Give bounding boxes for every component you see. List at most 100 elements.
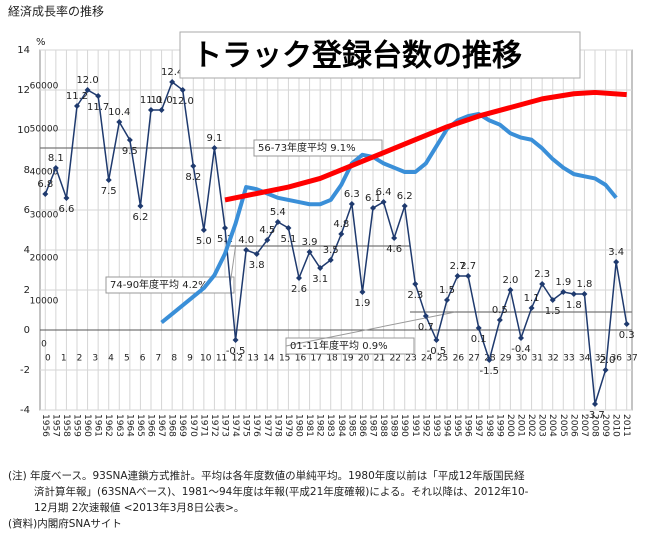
growth-marker [401, 203, 408, 209]
average-label: 56-73年度平均 9.1% [258, 141, 356, 154]
x-tick-label: 1966 [146, 414, 156, 437]
x2-tick-label: 7 [156, 354, 162, 364]
x2-tick-label: 25 [437, 354, 448, 364]
growth-marker [179, 87, 186, 93]
x-tick-label: 1999 [494, 414, 504, 437]
x-tick-label: 2011 [621, 414, 631, 437]
x-tick-label: 1985 [346, 414, 356, 437]
x-tick-label: 1994 [442, 414, 452, 437]
data-label: 2.7 [460, 261, 476, 272]
x2-tick-label: 22 [389, 354, 400, 364]
growth-marker [465, 273, 472, 279]
data-label: 4.0 [238, 235, 254, 246]
data-label: 1.5 [545, 306, 561, 317]
x-tick-label: 1978 [272, 414, 282, 437]
data-label: 1.8 [576, 279, 592, 290]
x-tick-label: 1967 [156, 414, 166, 437]
growth-marker [570, 291, 577, 297]
growth-marker [518, 335, 524, 341]
growth-marker [592, 401, 598, 407]
x2-tick-label: 14 [263, 354, 275, 364]
growth-marker [74, 103, 80, 109]
x-tick-label: 1998 [484, 414, 494, 437]
growth-marker [549, 297, 556, 303]
overlay-title: トラック登録台数の推移 [192, 39, 522, 74]
data-label: 1.9 [555, 277, 571, 288]
growth-marker [327, 257, 334, 263]
data-label: -2.0 [596, 355, 616, 366]
x-tick-label: 1990 [399, 414, 409, 437]
growth-marker [380, 199, 387, 205]
growth-marker [602, 367, 609, 373]
x-tick-label: 2003 [537, 414, 547, 437]
x-tick-label: 2004 [547, 414, 557, 437]
growth-marker [581, 291, 588, 297]
growth-marker [253, 251, 260, 257]
growth-marker [623, 321, 630, 327]
x-tick-label: 1992 [420, 414, 430, 437]
x-tick-label: 1995 [452, 414, 462, 437]
data-label: 4.5 [259, 225, 275, 236]
x2-tick-label: 33 [563, 354, 574, 364]
data-label: 10.4 [108, 107, 130, 118]
data-label: 7.5 [101, 186, 117, 197]
x2-tick-label: 29 [500, 354, 512, 364]
data-label: 11.0 [140, 95, 162, 106]
x2-tick-label: 5 [124, 354, 130, 364]
x-tick-label: 2009 [600, 414, 610, 437]
data-label: 8.1 [48, 153, 64, 164]
x-tick-label: 1956 [40, 414, 50, 437]
footnote: (資料)内閣府SNAサイト [8, 517, 122, 530]
growth-marker [148, 107, 154, 113]
x2-tick-label: 9 [187, 354, 193, 364]
y-tick-label: -4 [20, 405, 30, 416]
growth-marker [200, 227, 207, 233]
growth-marker [52, 165, 59, 171]
x-tick-label: 2000 [505, 414, 515, 437]
y-tick-label: -2 [20, 365, 30, 376]
overlay-title-box [179, 31, 581, 79]
x-tick-label: 2010 [611, 414, 621, 437]
growth-marker [137, 203, 144, 209]
x-tick-label: 1963 [114, 414, 124, 437]
growth-marker [338, 231, 345, 237]
x-tick-label: 1986 [357, 414, 367, 437]
x-tick-label: 1957 [50, 414, 60, 437]
growth-marker [264, 237, 271, 243]
x2-tick-label: 16 [295, 354, 307, 364]
x2-tick-label: 11 [216, 354, 227, 364]
growth-marker [63, 195, 70, 201]
data-label: 11.7 [87, 102, 109, 113]
growth-marker [412, 281, 419, 287]
y-tick-label: 4 [24, 245, 30, 256]
data-label: 9.1 [206, 133, 222, 144]
y-tick-label: 6 [24, 205, 30, 216]
x2-tick-label: 24 [421, 354, 433, 364]
data-label: 6.4 [376, 187, 392, 198]
growth-marker [126, 137, 133, 143]
y-tick-label: 8 [24, 165, 30, 176]
y-tick-label: 12 [17, 85, 30, 96]
x-tick-label: 2001 [516, 414, 526, 437]
growth-marker [391, 235, 398, 241]
growth-marker [560, 289, 567, 295]
growth-marker [274, 219, 281, 225]
data-label: 2.6 [291, 284, 307, 295]
y-tick-label: 2 [24, 285, 30, 296]
x-tick-label: 1970 [188, 414, 198, 437]
x-tick-label: 1964 [124, 414, 134, 437]
y2-tick-label: 40000 [30, 167, 59, 177]
x2-tick-label: 35 [595, 354, 606, 364]
data-label: 2.0 [502, 275, 518, 286]
x-tick-label: 1976 [251, 414, 261, 437]
growth-marker [243, 247, 250, 253]
growth-marker [296, 275, 302, 281]
growth-marker [422, 313, 429, 319]
growth-marker [613, 259, 620, 265]
chart-title: 経済成長率の推移 [8, 4, 104, 19]
data-label: 6.8 [37, 179, 53, 190]
growth-marker [105, 177, 112, 183]
x2-tick-label: 30 [516, 354, 528, 364]
x2-tick-label: 4 [108, 354, 114, 364]
data-label: 3.8 [249, 260, 265, 271]
